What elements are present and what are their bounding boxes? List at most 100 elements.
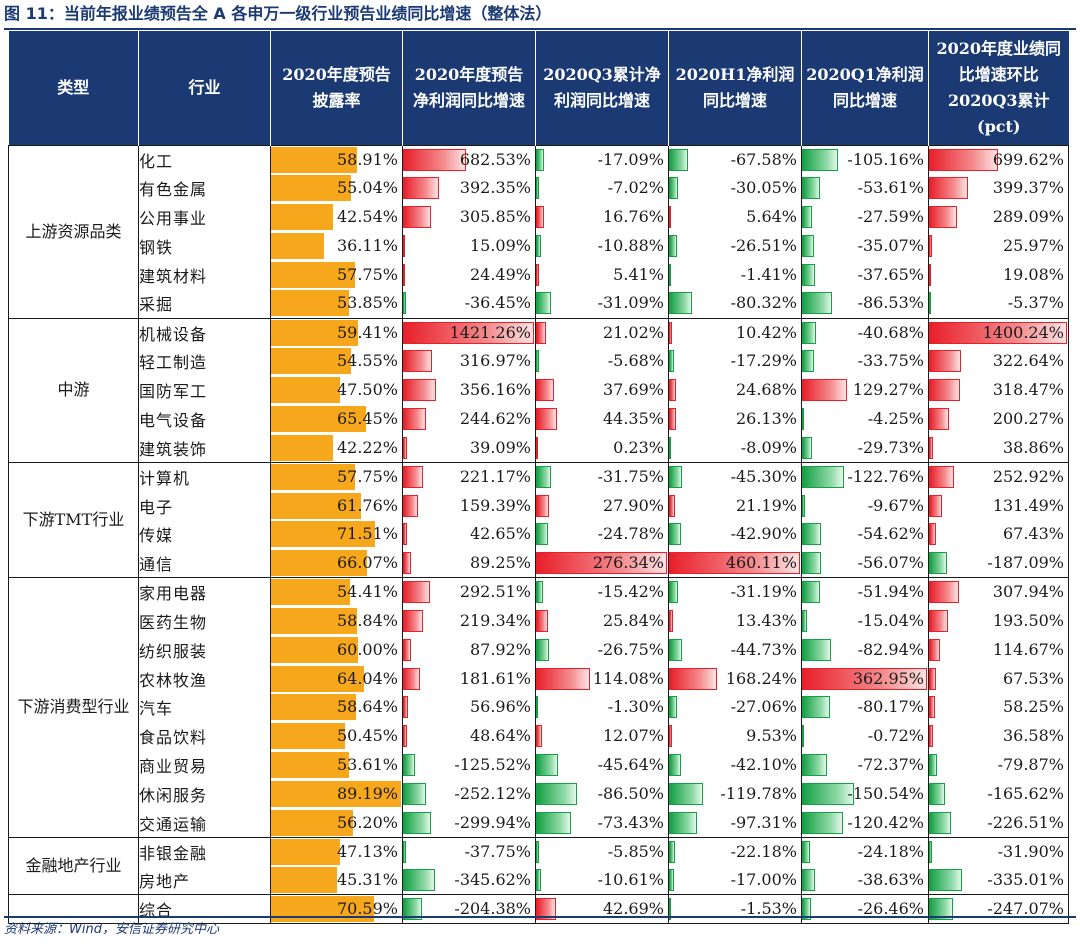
value-label: -82.94% [857,639,924,659]
q1-growth-cell: 362.95% [801,664,929,694]
negative-growth-bar [669,754,681,777]
negative-growth-bar [802,177,821,200]
negative-growth-bar [802,408,804,431]
value-label: -5.37% [1007,293,1064,313]
negative-growth-bar [802,754,827,777]
industry-cell: 国防军工 [138,375,271,405]
disclosure-bar [271,204,333,231]
industry-cell: 计算机 [138,461,271,492]
negative-growth-bar [403,869,435,892]
industry-cell: 轻工制造 [138,346,271,376]
growth-change-cell: 193.50% [928,606,1069,636]
table-body: 上游资源品类 化工 58.91% 682.53% -17.09% -67.58% -105.… [8,144,1069,925]
positive-growth-bar [802,379,847,402]
value-label: -247.07% [987,899,1064,919]
growth-change-cell: 200.27% [928,404,1069,434]
negative-growth-bar [929,754,937,777]
value-label: 44.35% [602,409,664,429]
table-row: 轻工制造 54.55% 316.97% -5.68% -17.29% -33.75% 322… [9,346,1069,376]
value-label: -22.18% [730,841,797,861]
positive-growth-bar [403,234,405,257]
value-label: 70.59% [336,899,398,919]
q3-growth-cell: -7.02% [535,173,669,203]
growth-change-cell: -79.87% [928,750,1069,780]
value-label: 58.64% [336,697,398,717]
positive-growth-bar [403,263,406,286]
h1-growth-cell: -27.06% [668,693,802,722]
value-label: 460.11% [725,552,797,572]
h1-growth-cell: -1.53% [668,894,802,925]
disclosure-bar [271,579,351,606]
industry-cell: 医药生物 [138,606,271,636]
disclosure-rate-cell: 58.64% [270,693,403,722]
negative-growth-bar [802,465,845,488]
negative-growth-bar [536,292,551,315]
negative-growth-bar [669,581,678,604]
table-row: 中游 机械设备 59.41% 1421.26% 21.02% 10.42% -40.68% 1… [8,317,1069,463]
header-2020q3-growth: 2020Q3累计净利润同比增速 [535,31,669,145]
source-note: 资料来源：Wind，安信证券研究中心 [4,916,1076,942]
disclosure-rate-cell: 57.75% [270,260,403,290]
positive-growth-bar [403,551,412,574]
value-label: 47.50% [336,380,398,400]
q1-growth-cell: -86.53% [801,289,929,319]
positive-growth-bar [669,321,672,344]
disclosure-rate-cell: 53.85% [270,289,403,319]
h1-growth-cell: -67.58% [668,144,802,174]
disclosure-rate-cell: 61.76% [270,491,403,520]
value-label: -105.16% [847,149,924,169]
value-label: -42.10% [730,755,797,775]
industry-cell: 采掘 [138,289,271,319]
negative-growth-bar [403,754,415,777]
value-label: -27.59% [857,207,924,227]
negative-growth-bar [536,638,549,661]
type-cell: 金融地产行业 [8,836,139,895]
value-label: 56.20% [336,812,398,832]
value-label: -10.88% [597,235,664,255]
table-row: 农林牧渔 64.04% 181.61% 114.08% 168.24% 362.95% 67… [9,664,1069,694]
forecast-growth-cell: 356.16% [402,375,536,405]
q1-growth-cell: -4.25% [801,404,929,434]
industry-cell: 钢铁 [138,231,271,261]
value-label: 13.43% [735,610,797,630]
disclosure-rate-cell: 53.61% [270,750,403,780]
header-2020-forecast-growth: 2020年度预告净利润同比增速 [402,31,536,145]
forecast-growth-cell: -125.52% [402,750,536,780]
value-label: -31.90% [997,841,1064,861]
h1-growth-cell: -80.32% [668,289,802,319]
h1-growth-cell: 168.24% [668,664,802,694]
value-label: -125.52% [454,755,531,775]
h1-growth-cell: 21.19% [668,491,802,520]
value-label: -97.31% [730,812,797,832]
value-label: -31.75% [597,466,664,486]
positive-growth-bar [669,551,800,574]
h1-growth-cell: -17.29% [668,346,802,376]
value-label: -54.62% [857,524,924,544]
positive-growth-bar [403,206,432,229]
negative-growth-bar [536,869,542,892]
q3-growth-cell: -17.09% [535,144,669,174]
q3-growth-cell: -31.09% [535,289,669,319]
h1-growth-cell: 24.68% [668,375,802,405]
table-row: 传媒 71.51% 42.65% -24.78% -42.90% -54.62% 67.43… [9,519,1069,549]
value-label: -33.75% [857,351,924,371]
positive-growth-bar [536,725,542,748]
q1-growth-cell: 129.27% [801,375,929,405]
industry-cell: 商业贸易 [138,750,271,780]
negative-growth-bar [929,551,948,574]
q3-growth-cell: 5.41% [535,260,669,290]
q3-growth-cell: -73.43% [535,808,669,838]
positive-growth-bar [929,350,961,373]
value-label: 42.69% [602,899,664,919]
forecast-growth-cell: 56.96% [402,693,536,722]
q3-growth-cell: -45.64% [535,750,669,780]
negative-growth-bar [669,811,697,834]
positive-growth-bar [403,148,466,171]
forecast-growth-cell: 24.49% [402,260,536,290]
q3-growth-cell: 21.02% [535,317,669,347]
forecast-growth-cell: 244.62% [402,404,536,434]
q1-growth-cell: -15.04% [801,606,929,636]
negative-growth-bar [929,869,963,892]
q3-growth-cell: 114.08% [535,664,669,694]
positive-growth-bar [403,177,440,200]
